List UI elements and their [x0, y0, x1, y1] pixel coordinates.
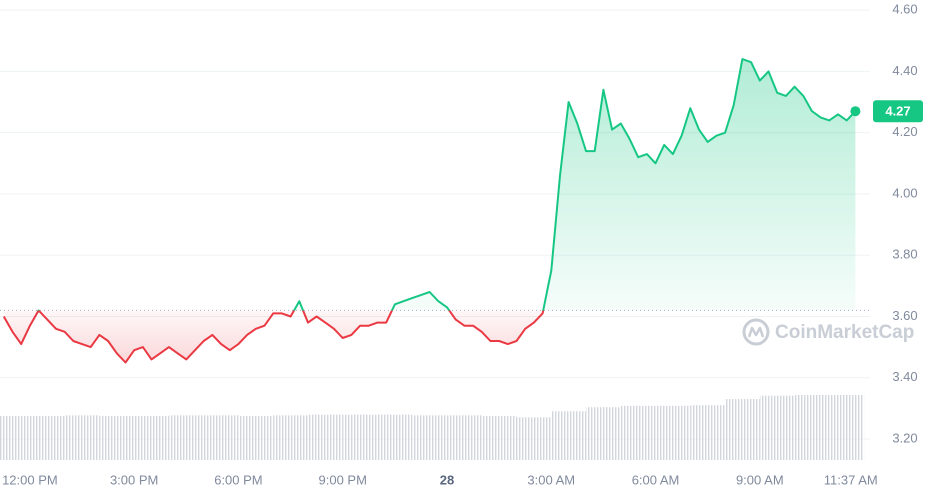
x-tick-label: 11:37 AM: [824, 472, 878, 487]
volume-bar: [551, 411, 587, 460]
x-tick-label: 9:00 AM: [736, 472, 784, 487]
volume-bar: [377, 414, 413, 460]
y-tick-label: 4.60: [892, 2, 917, 17]
volume-bar: [412, 415, 447, 460]
volume-bar: [168, 415, 204, 460]
volume-bar: [516, 417, 552, 460]
watermark: CoinMarketCap: [742, 318, 914, 346]
y-tick-label: 3.40: [892, 369, 917, 384]
price-line: [2, 58, 857, 364]
volume-bar: [0, 415, 30, 460]
watermark-text: CoinMarketCap: [775, 322, 914, 343]
volume-bar: [725, 399, 760, 460]
volume-bar: [134, 415, 169, 460]
volume-bar: [829, 395, 865, 460]
price-badge-text: 4.27: [885, 104, 910, 119]
y-tick-label: 3.80: [892, 247, 917, 262]
volume-bar: [307, 414, 343, 460]
x-tick-label: 3:00 AM: [527, 472, 575, 487]
volume-bar: [203, 415, 239, 460]
x-tick-label: 3:00 PM: [110, 472, 158, 487]
y-tick-label: 4.20: [892, 124, 917, 139]
volume-bar: [586, 407, 621, 460]
volume-bar: [481, 415, 517, 460]
x-tick-label: 28: [440, 472, 454, 487]
y-tick-label: 3.60: [892, 308, 917, 323]
volume-bar: [273, 415, 308, 460]
volume-bar: [794, 395, 830, 460]
volume-bar: [446, 415, 482, 460]
last-point: [850, 106, 861, 117]
area: [3, 59, 856, 363]
x-tick-label: 6:00 PM: [214, 472, 262, 487]
x-tick-label: 12:00 PM: [2, 472, 58, 487]
y-tick-label: 3.20: [892, 431, 917, 446]
volume-bar: [342, 414, 378, 460]
volume-bar: [99, 415, 135, 460]
volume-bar: [690, 405, 726, 460]
volume-bar: [620, 405, 656, 460]
y-tick-label: 4.00: [892, 185, 917, 200]
y-tick-label: 4.40: [892, 63, 917, 78]
volume-bar: [64, 415, 100, 460]
volume-bar: [759, 395, 795, 460]
volume-bar: [655, 405, 691, 460]
price-badge: [873, 100, 923, 123]
x-tick-label: 6:00 AM: [632, 472, 680, 487]
volume-bar: [29, 415, 65, 460]
volume-bar: [238, 415, 274, 460]
x-tick-label: 9:00 PM: [319, 472, 367, 487]
